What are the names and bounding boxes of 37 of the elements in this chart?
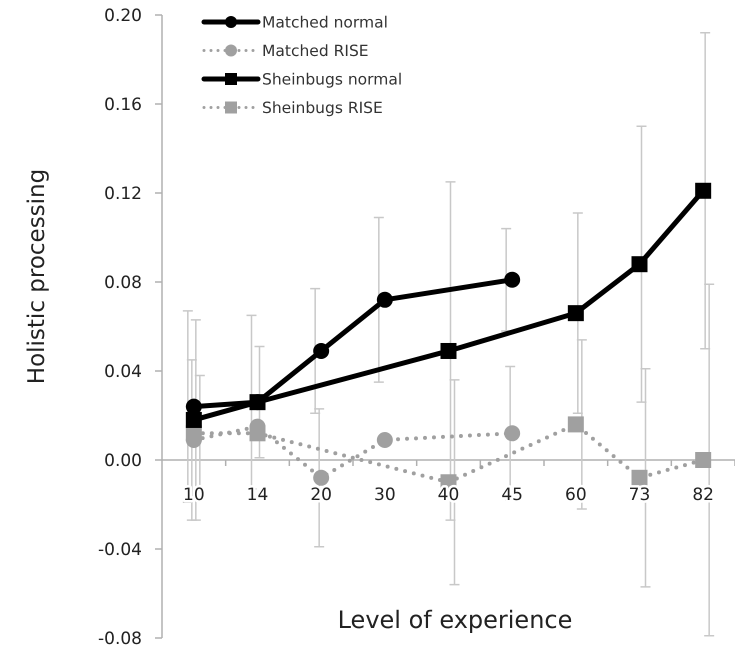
legend-label: Matched normal bbox=[262, 13, 388, 32]
point bbox=[632, 256, 648, 272]
x-tick-label: 82 bbox=[692, 485, 714, 505]
y-tick-label: 0.16 bbox=[104, 94, 142, 115]
point bbox=[568, 305, 584, 322]
y-axis-title: Holistic processing bbox=[24, 168, 50, 384]
point bbox=[313, 470, 330, 486]
x-tick-label: 45 bbox=[501, 485, 523, 505]
y-tick-label: -0.04 bbox=[98, 540, 142, 560]
x-tick-label: 73 bbox=[628, 485, 650, 505]
point bbox=[695, 182, 712, 199]
legend-label: Matched RISE bbox=[262, 42, 369, 60]
point bbox=[186, 412, 202, 428]
y-tick-label: 0.20 bbox=[104, 6, 142, 26]
y-tick-label: 0.04 bbox=[104, 362, 142, 382]
x-tick-label: 60 bbox=[565, 485, 587, 505]
y-tick-label: -0.08 bbox=[98, 628, 142, 649]
x-tick-label: 20 bbox=[310, 485, 332, 505]
point bbox=[376, 432, 393, 448]
point bbox=[313, 342, 330, 359]
point bbox=[440, 342, 456, 359]
point bbox=[568, 416, 584, 432]
x-tick-label: 30 bbox=[374, 485, 396, 505]
legend-label: Sheinbugs normal bbox=[262, 70, 402, 88]
y-tick-label: 0.08 bbox=[104, 272, 142, 293]
point bbox=[695, 452, 712, 468]
y-tick-label: 0.12 bbox=[104, 184, 142, 204]
y-tick-label: 0.00 bbox=[104, 450, 142, 471]
point bbox=[504, 425, 520, 442]
point bbox=[632, 470, 648, 486]
x-tick-label: 14 bbox=[246, 485, 268, 505]
point bbox=[504, 272, 520, 288]
x-tick-label: 10 bbox=[183, 485, 205, 505]
point bbox=[376, 292, 393, 308]
x-tick-label: 40 bbox=[438, 485, 460, 505]
x-axis-title: Level of experience bbox=[338, 606, 572, 634]
legend-label: Sheinbugs RISE bbox=[262, 98, 383, 117]
